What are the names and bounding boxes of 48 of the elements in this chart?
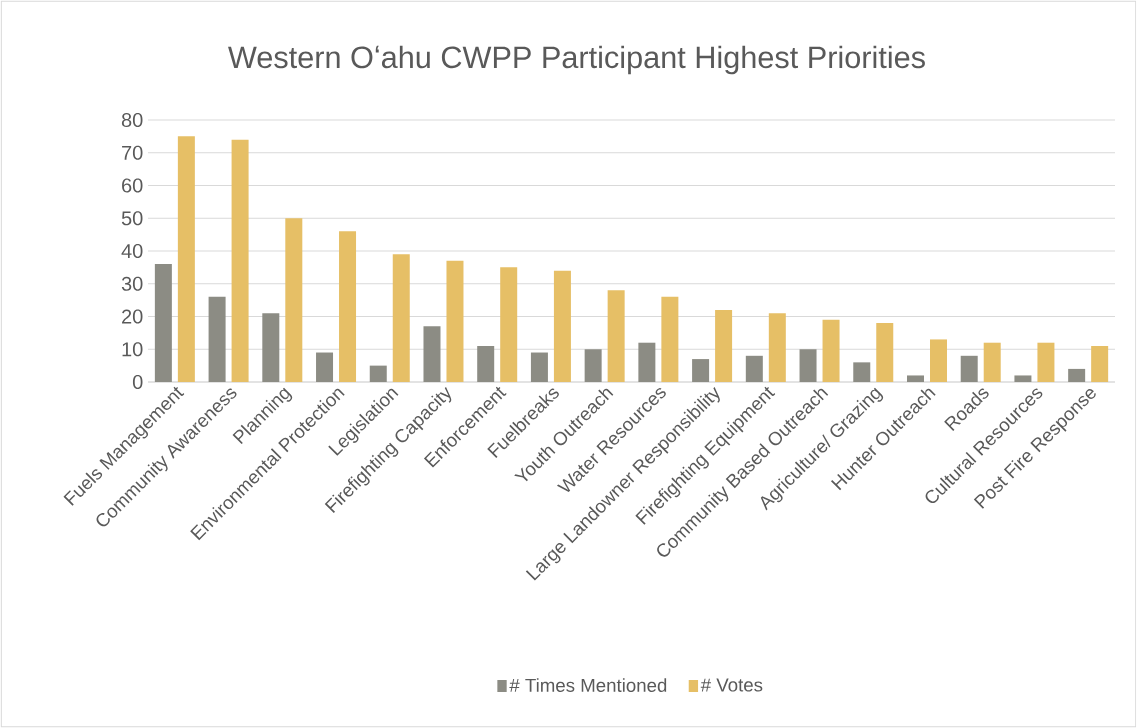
bar [853,362,871,382]
bar [208,296,226,382]
bar [715,309,733,382]
bar [661,296,679,382]
chart-title: Western Oʻahu CWPP Participant Highest Priorities [228,45,925,75]
y-tick-label: 50 [121,211,143,226]
bar [983,342,1001,382]
y-tick-label: 80 [121,112,143,128]
legend-label: # Votes [700,678,763,692]
bar [530,352,548,382]
bar [1091,345,1109,382]
legend-label: # Times Mentioned [509,678,667,692]
bar [369,365,387,382]
bar [822,319,840,382]
bar [1014,375,1032,382]
bar [285,218,303,382]
bar [553,270,571,382]
bar [316,352,334,382]
bar [906,375,924,382]
bar [768,313,786,382]
y-tick-label: 70 [122,145,143,160]
bar [154,264,172,382]
bar [638,342,656,382]
y-tick-label: 10 [122,342,143,357]
bar [446,260,464,382]
bar [500,267,518,382]
bar [1068,368,1086,382]
bar [231,139,249,382]
bar [745,355,763,382]
y-tick-label: 30 [121,276,143,291]
bar [607,290,625,382]
bar [392,254,410,382]
y-tick-label: 20 [122,309,143,324]
bar [423,326,441,382]
bar [876,323,894,382]
bar [1037,342,1055,382]
bar [477,345,495,382]
y-tick-label: 0 [132,374,143,390]
bar [584,349,602,382]
bar [929,339,947,382]
bar [960,355,978,382]
bar [339,231,357,382]
bar [799,349,817,382]
y-tick-label: 40 [121,243,143,259]
y-tick-label: 60 [122,178,143,193]
bar [692,359,710,382]
bar [177,136,195,382]
bar [262,313,280,382]
